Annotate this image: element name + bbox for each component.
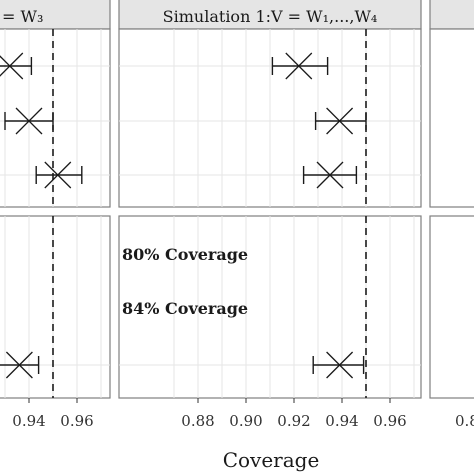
- point-marker-b: [5, 351, 33, 379]
- x-tick-label: 0.96: [373, 412, 406, 430]
- point-marker-b: [285, 52, 313, 80]
- x-tick-label: 0.94: [12, 412, 45, 430]
- panel-top-left: = W₃: [0, 0, 111, 208]
- panel-bottom-left: [0, 215, 111, 399]
- error-bar-point: [314, 107, 367, 135]
- point-marker-b: [15, 107, 43, 135]
- x-axis-title: Coverage: [223, 448, 320, 472]
- strip-label-top-left: = W₃: [2, 7, 43, 26]
- strip-label-top-middle: Simulation 1:V = W₁,...,W₄: [163, 7, 378, 26]
- error-bar-point: [0, 52, 33, 80]
- panel-bg-bottom-left: [0, 215, 111, 399]
- x-ticks-left: 0.920.940.96: [12, 398, 94, 430]
- panel-bg-top-right: [429, 28, 474, 208]
- error-bar-point: [35, 161, 83, 189]
- x-tick-label: 0.96: [60, 412, 93, 430]
- error-bar-point: [312, 351, 365, 379]
- error-bar-point: [4, 107, 54, 135]
- x-tick-label: 0.88: [181, 412, 214, 430]
- x-tick-label: 0.92: [277, 412, 310, 430]
- x-tick-label: 0.94: [325, 412, 358, 430]
- panel-top-middle: Simulation 1:V = W₁,...,W₄: [118, 0, 422, 208]
- annotation-84-coverage: 84% Coverage: [122, 299, 248, 318]
- error-bar-point: [302, 161, 358, 189]
- strip-top-left: [0, 0, 111, 30]
- x-tick-partial-right: 0.88: [455, 412, 474, 430]
- x-ticks-middle: 0.88 0.90 0.92 0.94 0.96: [181, 398, 407, 430]
- error-bar-point: [0, 351, 40, 379]
- x-tick-label: 0.90: [229, 412, 262, 430]
- point-marker-b: [326, 107, 354, 135]
- panel-top-right: [429, 0, 474, 208]
- point-marker-b: [326, 351, 354, 379]
- panel-bg-bottom-right: [429, 215, 474, 399]
- point-marker-b: [316, 161, 344, 189]
- strip-top-right: [429, 0, 474, 30]
- panel-bottom-right: [429, 215, 474, 399]
- annotation-80-coverage: 80% Coverage: [122, 245, 248, 264]
- point-marker-b: [44, 161, 72, 189]
- panel-bg-top-left: [0, 28, 111, 208]
- point-marker-b: [0, 52, 24, 77]
- error-bar-point: [271, 52, 329, 80]
- panel-bottom-middle: 80% Coverage 84% Coverage: [118, 215, 422, 399]
